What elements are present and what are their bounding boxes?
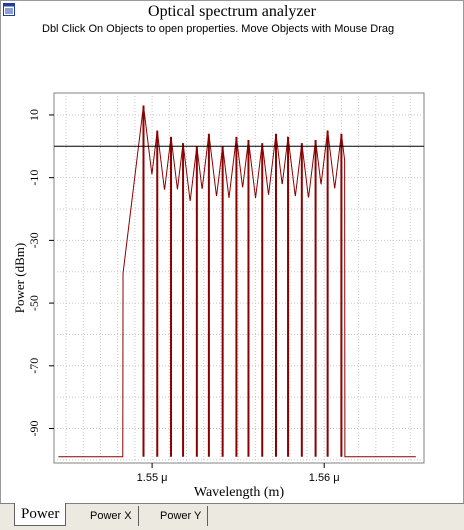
- y-axis-label: Power (dBm): [12, 243, 27, 313]
- x-tick-label: 1.56 μ: [309, 472, 340, 484]
- tab-power-y-label: Power Y: [160, 510, 202, 522]
- tab-power-x[interactable]: Power X: [84, 506, 139, 526]
- tab-strip: Power Power X Power Y: [0, 503, 464, 530]
- tab-power-label: Power: [21, 506, 60, 522]
- y-tick-label: 10: [27, 109, 41, 121]
- x-axis-label: Wavelength (m): [194, 485, 285, 500]
- tab-power[interactable]: Power: [14, 503, 67, 526]
- plot-area: [53, 92, 425, 464]
- window-title: Optical spectrum analyzer: [148, 3, 316, 20]
- y-tick-label: -30: [27, 232, 41, 248]
- tab-power-y[interactable]: Power Y: [154, 506, 209, 526]
- x-tick-label: 1.55 μ: [137, 472, 168, 484]
- y-tick-label: -70: [27, 358, 41, 374]
- channel-peaks: [142, 105, 343, 457]
- analyzer-app-icon[interactable]: [3, 3, 15, 16]
- y-tick-label: -50: [27, 295, 41, 311]
- y-tick-label: -90: [27, 421, 41, 437]
- spectrum-chart[interactable]: 1.55 μ 1.56 μ 10 -10 -30 -50 -70 -90 Wavelength …: [0, 0, 464, 503]
- tab-power-x-label: Power X: [90, 510, 132, 522]
- y-tick-label: -10: [27, 170, 41, 186]
- usage-hint: Dbl Click On Objects to open properties.…: [42, 23, 395, 35]
